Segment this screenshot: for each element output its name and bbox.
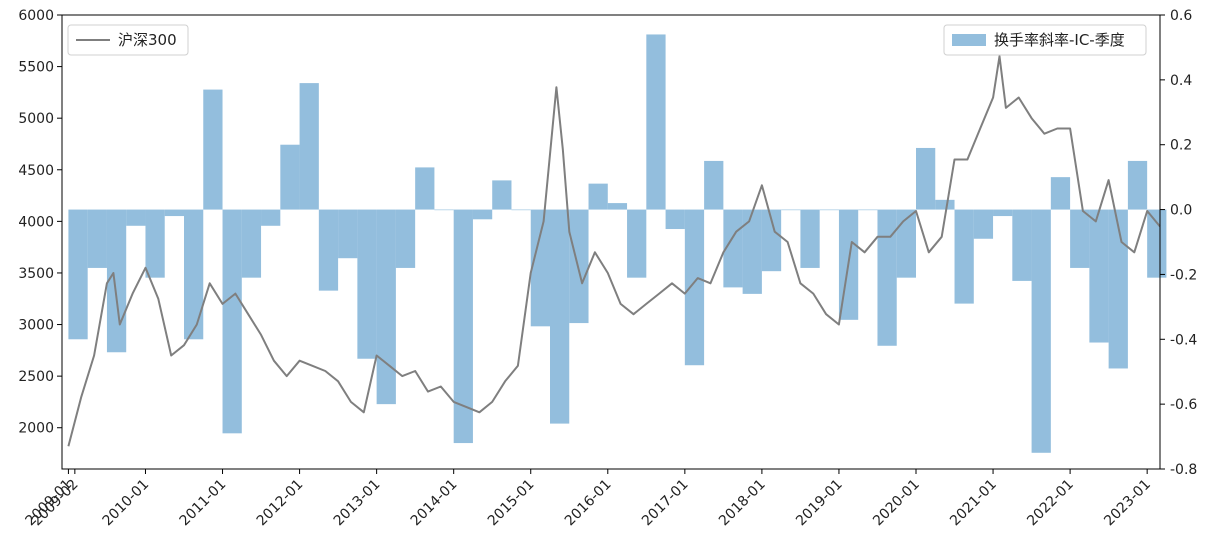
line-series xyxy=(67,55,1161,447)
y-left-tick-label: 5500 xyxy=(18,60,54,76)
bar-2018Q2 xyxy=(781,209,801,211)
bar-2009Q4 xyxy=(126,209,146,226)
y-left-tick-label: 4500 xyxy=(18,163,54,179)
bar-2021Q1 xyxy=(993,209,1013,217)
bar-2014Q3 xyxy=(492,180,512,210)
bar-2012Q4 xyxy=(357,209,377,359)
bar-2017Q4 xyxy=(742,209,762,294)
bar-2018Q4 xyxy=(819,209,839,211)
bar-2011Q2 xyxy=(241,209,262,278)
x-tick-label: 2013-01 xyxy=(331,477,384,530)
bar-2020Q1 xyxy=(916,147,936,210)
x-tick-label: 2010-01 xyxy=(100,477,153,530)
x-tick-label: 2021-01 xyxy=(947,477,1000,530)
x-tick-label: 2018-01 xyxy=(716,477,769,530)
x-tick-label: 2020-01 xyxy=(870,477,923,530)
y-left-tick-label: 4000 xyxy=(18,214,54,230)
x-tick-label: 2016-01 xyxy=(562,477,615,530)
bar-2019Q3 xyxy=(877,209,897,346)
bar-2014Q1 xyxy=(453,209,473,444)
bar-2011Q4 xyxy=(280,144,300,210)
bar-2009Q3 xyxy=(106,209,127,353)
y-right-tick-label: -0.4 xyxy=(1170,332,1197,348)
y-left-tick-label: 2500 xyxy=(18,369,54,385)
bar-2011Q3 xyxy=(261,209,281,226)
y-left-tick-label: 6000 xyxy=(18,8,54,24)
bar-2016Q3 xyxy=(646,34,666,210)
bar-2014Q4 xyxy=(511,209,531,211)
bar-2021Q3 xyxy=(1031,209,1051,453)
bar-2012Q2 xyxy=(318,209,339,291)
legend-bar-swatch xyxy=(952,34,986,46)
bar-2022Q4 xyxy=(1127,160,1148,210)
bar-series xyxy=(68,34,1167,453)
x-tick-label: 2019-01 xyxy=(793,477,846,530)
bar-2017Q2 xyxy=(704,160,724,210)
bar-2022Q2 xyxy=(1089,209,1109,343)
y-right-tick-label: 0.0 xyxy=(1170,203,1192,219)
x-tick-label: 2012-01 xyxy=(254,477,307,530)
bar-2013Q1 xyxy=(376,209,396,405)
bar-2021Q4 xyxy=(1050,177,1071,210)
bar-2023Q1 xyxy=(1147,209,1167,278)
legend-bar: 换手率斜率-IC-季度 xyxy=(943,24,1147,56)
y-right-tick-label: 0.6 xyxy=(1170,8,1192,24)
x-tick-label: 2014-01 xyxy=(408,477,461,530)
y-left-tick-label: 5000 xyxy=(18,111,54,127)
x-tick-label: 2023-01 xyxy=(1101,477,1154,530)
bar-2012Q1 xyxy=(299,83,319,210)
legend-label-hs300: 沪深300 xyxy=(118,31,177,49)
bar-2019Q4 xyxy=(896,209,916,278)
y-right-tick-label: -0.2 xyxy=(1170,267,1197,283)
bar-2009Q1 xyxy=(68,209,88,340)
x-tick-label: 2015-01 xyxy=(485,477,538,530)
bar-2022Q1 xyxy=(1070,209,1090,268)
bar-2013Q4 xyxy=(434,209,454,211)
bar-2010Q2 xyxy=(164,209,184,217)
bar-2018Q1 xyxy=(761,209,782,272)
bar-2019Q2 xyxy=(858,209,878,211)
plot-frame xyxy=(61,14,1161,470)
bar-2016Q1 xyxy=(607,203,628,210)
bar-2009Q2 xyxy=(87,209,107,268)
bar-2020Q3 xyxy=(954,209,974,304)
bar-2010Q1 xyxy=(145,209,165,278)
legend-label-ic: 换手率斜率-IC-季度 xyxy=(994,31,1125,49)
bar-2010Q4 xyxy=(203,89,223,210)
legend-line: 沪深300 xyxy=(67,24,189,56)
x-tick-label: 2017-01 xyxy=(639,477,692,530)
y-left-tick-label: 3500 xyxy=(18,266,54,282)
bar-2015Q2 xyxy=(550,209,570,424)
x-tick-label: 2022-01 xyxy=(1024,477,1077,530)
bar-2012Q3 xyxy=(338,209,358,259)
bar-2020Q4 xyxy=(973,209,994,239)
bar-2013Q3 xyxy=(415,167,435,210)
bar-2014Q2 xyxy=(472,209,493,220)
bar-2018Q3 xyxy=(800,209,820,268)
x-tick-label: 2011-01 xyxy=(177,477,230,530)
bar-2011Q1 xyxy=(222,209,242,434)
bar-2010Q3 xyxy=(184,209,204,340)
y-right-tick-label: -0.6 xyxy=(1170,397,1197,413)
bar-2015Q4 xyxy=(588,183,608,210)
bar-2020Q2 xyxy=(935,199,955,210)
bar-2016Q2 xyxy=(627,209,647,278)
y-right-tick-label: -0.8 xyxy=(1170,462,1197,478)
y-left-tick-label: 2000 xyxy=(18,421,54,437)
y-right-tick-label: 0.4 xyxy=(1170,73,1192,89)
bar-2022Q3 xyxy=(1108,209,1128,369)
y-right-tick-label: 0.2 xyxy=(1170,138,1192,154)
bar-2016Q4 xyxy=(665,209,685,230)
bar-2015Q1 xyxy=(530,209,550,327)
bar-2013Q2 xyxy=(395,209,416,268)
y-left-tick-label: 3000 xyxy=(18,318,54,334)
bar-2017Q1 xyxy=(684,209,705,366)
line-hs300 xyxy=(67,55,1161,447)
bar-2021Q2 xyxy=(1012,209,1032,281)
bar-2017Q3 xyxy=(723,209,743,288)
